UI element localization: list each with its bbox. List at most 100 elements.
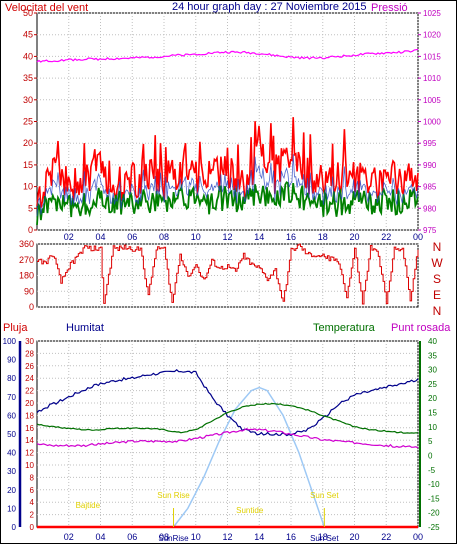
humidity-tick-label: 60 bbox=[7, 411, 16, 420]
rain-tick-label: 28 bbox=[25, 349, 34, 358]
pressure-tick-label: 985 bbox=[423, 183, 437, 192]
time-tick-label: 16 bbox=[286, 232, 296, 242]
humidity-tick-label: 90 bbox=[7, 356, 16, 365]
temperature-tick-label: 30 bbox=[428, 366, 437, 375]
temperature-axis: -25 -20 -15 -10 -5 0 5 10 15 20 25 30 35 40 bbox=[419, 337, 440, 532]
temperature-tick-label: 35 bbox=[428, 351, 437, 360]
wind-direction-degrees-axis: 0 90 180 270 360 bbox=[19, 239, 34, 312]
rain-tick-label: 6 bbox=[30, 486, 35, 495]
wind-direction-series bbox=[37, 243, 419, 305]
time-tick-label: 04 bbox=[95, 532, 105, 542]
sun-annotation: Suntide bbox=[236, 506, 264, 515]
solar-curve bbox=[172, 386, 326, 528]
pressure-series bbox=[36, 48, 419, 63]
pressure-tick-label: 1010 bbox=[423, 74, 441, 83]
humidity-tick-label: 10 bbox=[7, 504, 16, 513]
humidity-series bbox=[36, 369, 419, 437]
sun-annotation: Sun Set bbox=[310, 491, 339, 500]
compass-label: N bbox=[433, 240, 442, 254]
time-tick-label: 06 bbox=[127, 532, 137, 542]
time-tick-label: 02 bbox=[64, 532, 74, 542]
time-tick-label: 02 bbox=[64, 232, 74, 242]
wind-gust-series bbox=[36, 117, 419, 208]
compass-label: N bbox=[433, 304, 442, 318]
time-tick-label: 16 bbox=[286, 532, 296, 542]
wind-speed-tick-label: 30 bbox=[23, 95, 33, 105]
time-tick-label: 00 bbox=[413, 232, 423, 242]
wind-direction-tick-label: 270 bbox=[19, 255, 34, 265]
humidity-tick-label: 70 bbox=[7, 393, 16, 402]
time-tick-label: 22 bbox=[381, 532, 391, 542]
sun-annotation: Sun Set bbox=[310, 534, 339, 543]
wind-speed-tick-label: 50 bbox=[23, 8, 33, 18]
wind-speed-axis: 0 5 10 15 20 25 30 35 40 45 50 bbox=[23, 8, 37, 235]
time-tick-label: 10 bbox=[191, 532, 201, 542]
rain-tick-label: 20 bbox=[25, 399, 34, 408]
time-tick-label: 08 bbox=[159, 232, 169, 242]
rain-tick-label: 2 bbox=[30, 511, 35, 520]
pressure-tick-label: 1015 bbox=[423, 52, 441, 61]
time-tick-label: 06 bbox=[127, 232, 137, 242]
time-tick-label: 14 bbox=[254, 532, 264, 542]
time-axis-top: 02 04 06 08 10 12 14 16 18 20 22 00 bbox=[64, 232, 423, 242]
sun-annotation: SunRise bbox=[158, 534, 189, 543]
rain-tick-label: 0 bbox=[30, 523, 35, 532]
wind-speed-tick-label: 15 bbox=[23, 160, 33, 170]
pressure-tick-label: 975 bbox=[423, 226, 437, 235]
rain-tick-label: 12 bbox=[25, 449, 34, 458]
wind-speed-tick-label: 0 bbox=[28, 225, 33, 235]
rain-label: Pluja bbox=[3, 322, 28, 334]
wind-speed-tick-label: 45 bbox=[23, 30, 33, 40]
compass-label: E bbox=[433, 288, 441, 302]
wind-direction-tick-label: 0 bbox=[29, 302, 34, 312]
time-tick-label: 18 bbox=[318, 232, 328, 242]
rain-tick-label: 18 bbox=[25, 411, 34, 420]
time-tick-label: 00 bbox=[413, 532, 423, 542]
time-axis-bottom: 02 04 06 08 10 12 14 16 18 20 22 00 bbox=[64, 532, 423, 542]
wind-speed-tick-label: 35 bbox=[23, 73, 33, 83]
humidity-tick-label: 100 bbox=[3, 337, 17, 346]
time-tick-label: 20 bbox=[349, 232, 359, 242]
humidity-tick-label: 50 bbox=[7, 430, 16, 439]
temperature-series bbox=[36, 402, 419, 434]
wind-direction-tick-label: 180 bbox=[19, 271, 34, 281]
compass-label: W bbox=[431, 256, 443, 270]
rain-tick-label: 16 bbox=[25, 424, 34, 433]
humidity-tick-label: 80 bbox=[7, 374, 16, 383]
wind-speed-tick-label: 10 bbox=[23, 182, 33, 192]
sun-annotation: Sun Rise bbox=[157, 491, 190, 500]
temperature-tick-label: 20 bbox=[428, 394, 437, 403]
time-tick-label: 08 bbox=[159, 532, 169, 542]
wind-speed-tick-label: 25 bbox=[23, 117, 33, 127]
time-tick-label: 22 bbox=[381, 232, 391, 242]
temperature-tick-label: 40 bbox=[428, 337, 437, 346]
pressure-tick-label: 980 bbox=[423, 204, 437, 213]
temperature-label: Temperatura bbox=[313, 322, 376, 334]
temperature-tick-label: -25 bbox=[428, 523, 440, 532]
wind-speed-label: Velocitat del vent bbox=[5, 2, 88, 14]
compass-label: S bbox=[433, 272, 441, 286]
time-tick-label: 18 bbox=[318, 532, 328, 542]
humidity-tick-label: 20 bbox=[7, 486, 16, 495]
rain-tick-label: 24 bbox=[25, 374, 34, 383]
dewpoint-series bbox=[36, 428, 419, 449]
pressure-tick-label: 995 bbox=[423, 139, 437, 148]
temperature-tick-label: 0 bbox=[428, 451, 433, 460]
dewpoint-label: Punt rosada bbox=[391, 322, 451, 334]
pressure-label: Pressió bbox=[371, 2, 408, 14]
humidity-tick-label: 40 bbox=[7, 449, 16, 458]
rain-tick-label: 14 bbox=[25, 436, 34, 445]
temperature-tick-label: 5 bbox=[428, 437, 433, 446]
temperature-tick-label: -15 bbox=[428, 494, 440, 503]
rain-tick-label: 10 bbox=[25, 461, 34, 470]
temperature-tick-label: -20 bbox=[428, 509, 440, 518]
wind-mean-series bbox=[36, 154, 419, 217]
pressure-tick-label: 1000 bbox=[423, 118, 441, 127]
temperature-tick-label: 15 bbox=[428, 409, 437, 418]
